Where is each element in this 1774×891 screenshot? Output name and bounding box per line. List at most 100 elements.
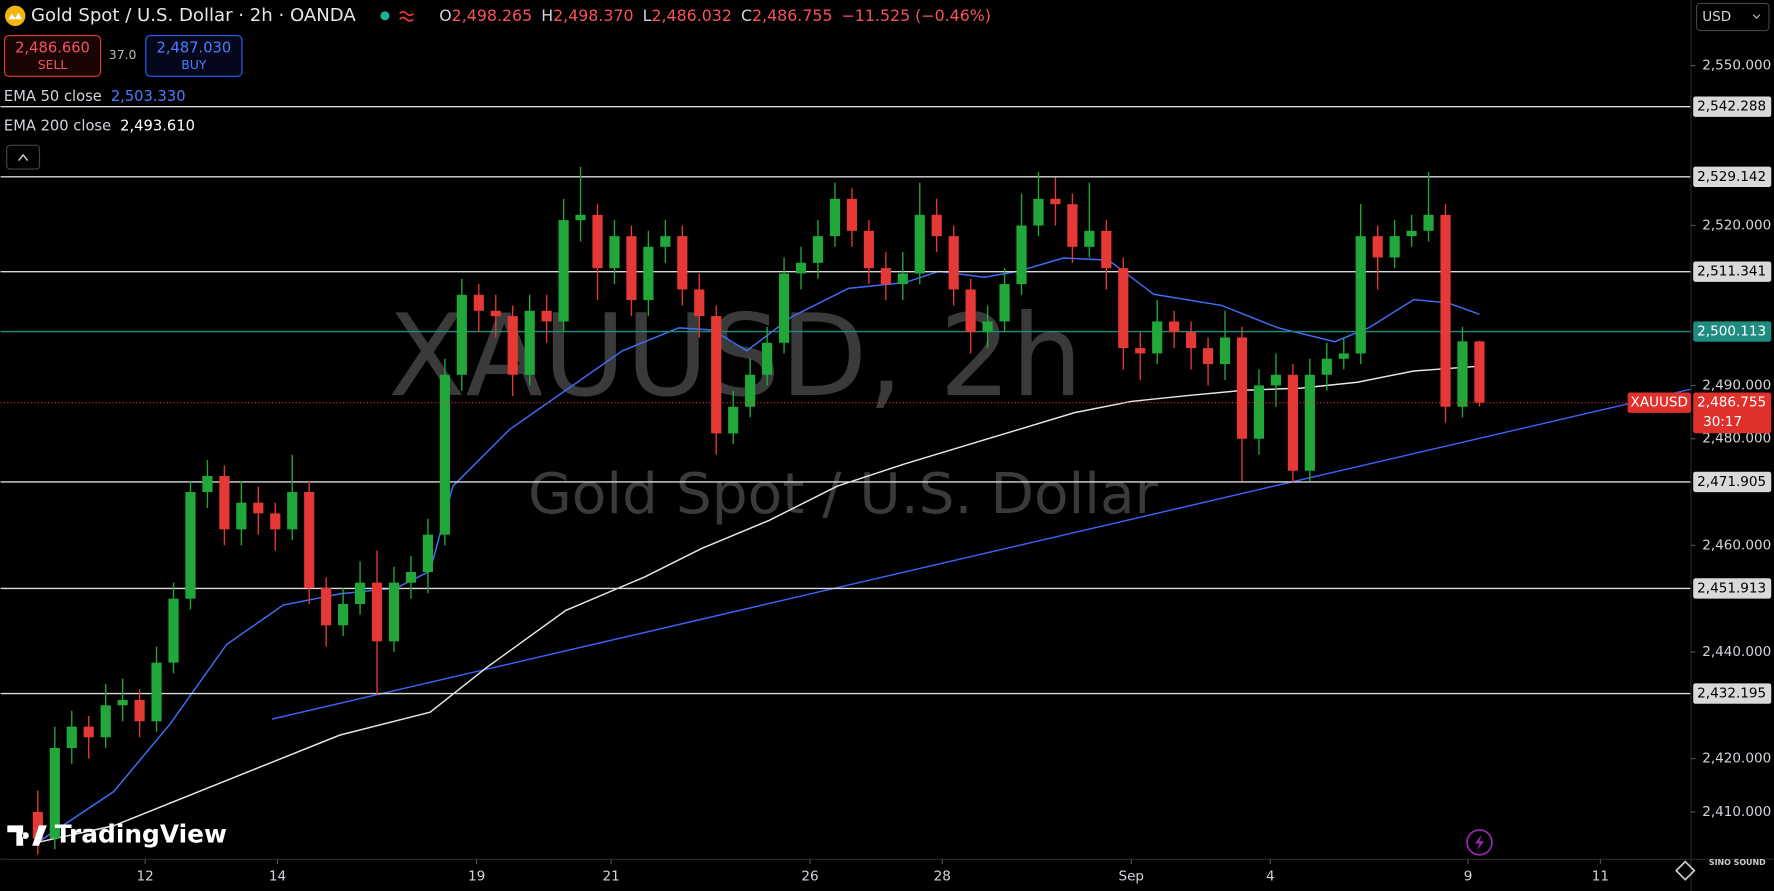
candle-body bbox=[1152, 321, 1163, 354]
candle-body bbox=[490, 310, 501, 317]
indicator-legend: EMA 50 close 2,503.330 bbox=[4, 88, 186, 105]
x-tick-label: 26 bbox=[801, 868, 818, 884]
y-tick-label: 2,460.000 bbox=[1702, 537, 1771, 553]
candle-body bbox=[134, 699, 145, 722]
candle-body bbox=[1321, 358, 1332, 375]
x-tick-label: 12 bbox=[137, 868, 154, 884]
x-tick-label: 14 bbox=[269, 868, 286, 884]
candle-body bbox=[745, 374, 756, 407]
symbol-logo bbox=[5, 5, 26, 27]
indicator-line bbox=[37, 365, 1480, 843]
x-tick-label: 4 bbox=[1266, 868, 1275, 884]
candle-body bbox=[321, 587, 332, 626]
ohlc-value: 2,498.370 bbox=[553, 5, 633, 24]
candle-body bbox=[83, 726, 94, 738]
candle-body bbox=[1033, 198, 1044, 226]
y-tick-label: 2,490.000 bbox=[1702, 377, 1771, 393]
candle-body bbox=[117, 699, 128, 706]
ohlc-legend: O2,498.265 H2,498.370 L2,486.032 C2,486.755… bbox=[439, 5, 991, 24]
alert-icon[interactable] bbox=[1466, 829, 1493, 856]
x-tick-label: 19 bbox=[468, 868, 485, 884]
candle-body bbox=[1050, 198, 1061, 205]
candle-body bbox=[1389, 236, 1400, 258]
countdown: 30:17 bbox=[1703, 414, 1742, 430]
axis-background bbox=[1690, 0, 1774, 891]
candle-body bbox=[1118, 268, 1129, 349]
y-tick-label: 2,410.000 bbox=[1702, 804, 1771, 820]
candle-body bbox=[219, 476, 230, 530]
candle-body bbox=[558, 220, 569, 322]
time-axis: 12 14 19 21 26 28 Sep 4 9 11 bbox=[137, 859, 1609, 884]
candle-body bbox=[1457, 341, 1468, 407]
level-label: 2,432.195 bbox=[1697, 686, 1766, 702]
candle-body bbox=[338, 603, 349, 626]
sell-label: SELL bbox=[38, 57, 68, 72]
candle-body bbox=[575, 214, 586, 221]
indicator-legend: EMA 200 close 2,493.610 bbox=[4, 118, 195, 135]
level-label: 2,471.905 bbox=[1697, 474, 1766, 490]
candle-body bbox=[541, 310, 552, 322]
ohlc-change: −11.525 (−0.46%) bbox=[842, 5, 991, 24]
candle-body bbox=[422, 534, 434, 573]
candle-body bbox=[812, 236, 824, 263]
price-label: 2,486.755 bbox=[1697, 395, 1766, 411]
ohlc-label: L bbox=[643, 5, 652, 24]
candle-body bbox=[1253, 385, 1265, 439]
candle-body bbox=[354, 582, 366, 604]
candle-body bbox=[1219, 337, 1231, 365]
level-tag bbox=[1693, 261, 1772, 282]
candle-body bbox=[388, 582, 400, 642]
level-label: 2,500.113 bbox=[1697, 324, 1766, 340]
symbol-title[interactable]: Gold Spot / U.S. Dollar · 2h · OANDA bbox=[31, 5, 356, 26]
candle-body bbox=[1270, 374, 1282, 386]
level-tag bbox=[1693, 471, 1772, 493]
candle-body bbox=[439, 374, 450, 535]
candle-body bbox=[677, 236, 688, 290]
level-label: 2,529.142 bbox=[1697, 169, 1766, 185]
level-tag bbox=[1693, 578, 1772, 599]
collapse-button[interactable] bbox=[6, 144, 41, 170]
candle-body bbox=[982, 321, 993, 333]
candle-body bbox=[897, 273, 908, 285]
buy-button[interactable] bbox=[145, 35, 243, 77]
currency-select[interactable] bbox=[1696, 2, 1770, 32]
ohlc-value: 2,486.755 bbox=[752, 5, 832, 24]
candle-body bbox=[507, 316, 518, 375]
watermark-symbol: XAUUSD, 2h bbox=[388, 290, 1083, 422]
candle-body bbox=[287, 492, 298, 530]
candle-body bbox=[236, 502, 247, 530]
candle-body bbox=[1202, 348, 1214, 365]
candle-body bbox=[202, 476, 213, 493]
candle-body bbox=[456, 294, 467, 375]
level-tag bbox=[1693, 96, 1772, 117]
ohlc-value: 2,486.032 bbox=[651, 5, 731, 24]
level-label: 2,542.288 bbox=[1697, 99, 1766, 115]
candle-body bbox=[914, 214, 925, 274]
candle-body bbox=[626, 236, 637, 301]
x-tick-label: 11 bbox=[1592, 868, 1609, 884]
indicator-name: EMA 50 close bbox=[4, 88, 102, 105]
candle-body bbox=[1338, 353, 1349, 359]
candle-body bbox=[524, 310, 535, 375]
candle-body bbox=[829, 198, 841, 237]
x-tick-label: 28 bbox=[934, 868, 951, 884]
y-tick-label: 2,480.000 bbox=[1702, 431, 1771, 447]
symbol-tag-label: XAUUSD bbox=[1631, 395, 1688, 411]
sell-button[interactable] bbox=[3, 35, 102, 77]
candle-body bbox=[1372, 236, 1383, 258]
candle-body bbox=[1474, 341, 1485, 403]
candle-body bbox=[304, 492, 315, 588]
candle-body bbox=[253, 502, 264, 514]
candle-body bbox=[1186, 332, 1197, 349]
candle-body bbox=[931, 214, 942, 237]
candle-body bbox=[1304, 374, 1315, 471]
candle-body bbox=[660, 236, 671, 247]
y-tick-label: 2,520.000 bbox=[1702, 217, 1771, 233]
candle-body bbox=[168, 598, 179, 663]
candle-body bbox=[846, 198, 858, 231]
candle-body bbox=[1287, 374, 1298, 471]
plot-area: XAUUSD, 2h Gold Spot / U.S. Dollar bbox=[0, 106, 1691, 855]
